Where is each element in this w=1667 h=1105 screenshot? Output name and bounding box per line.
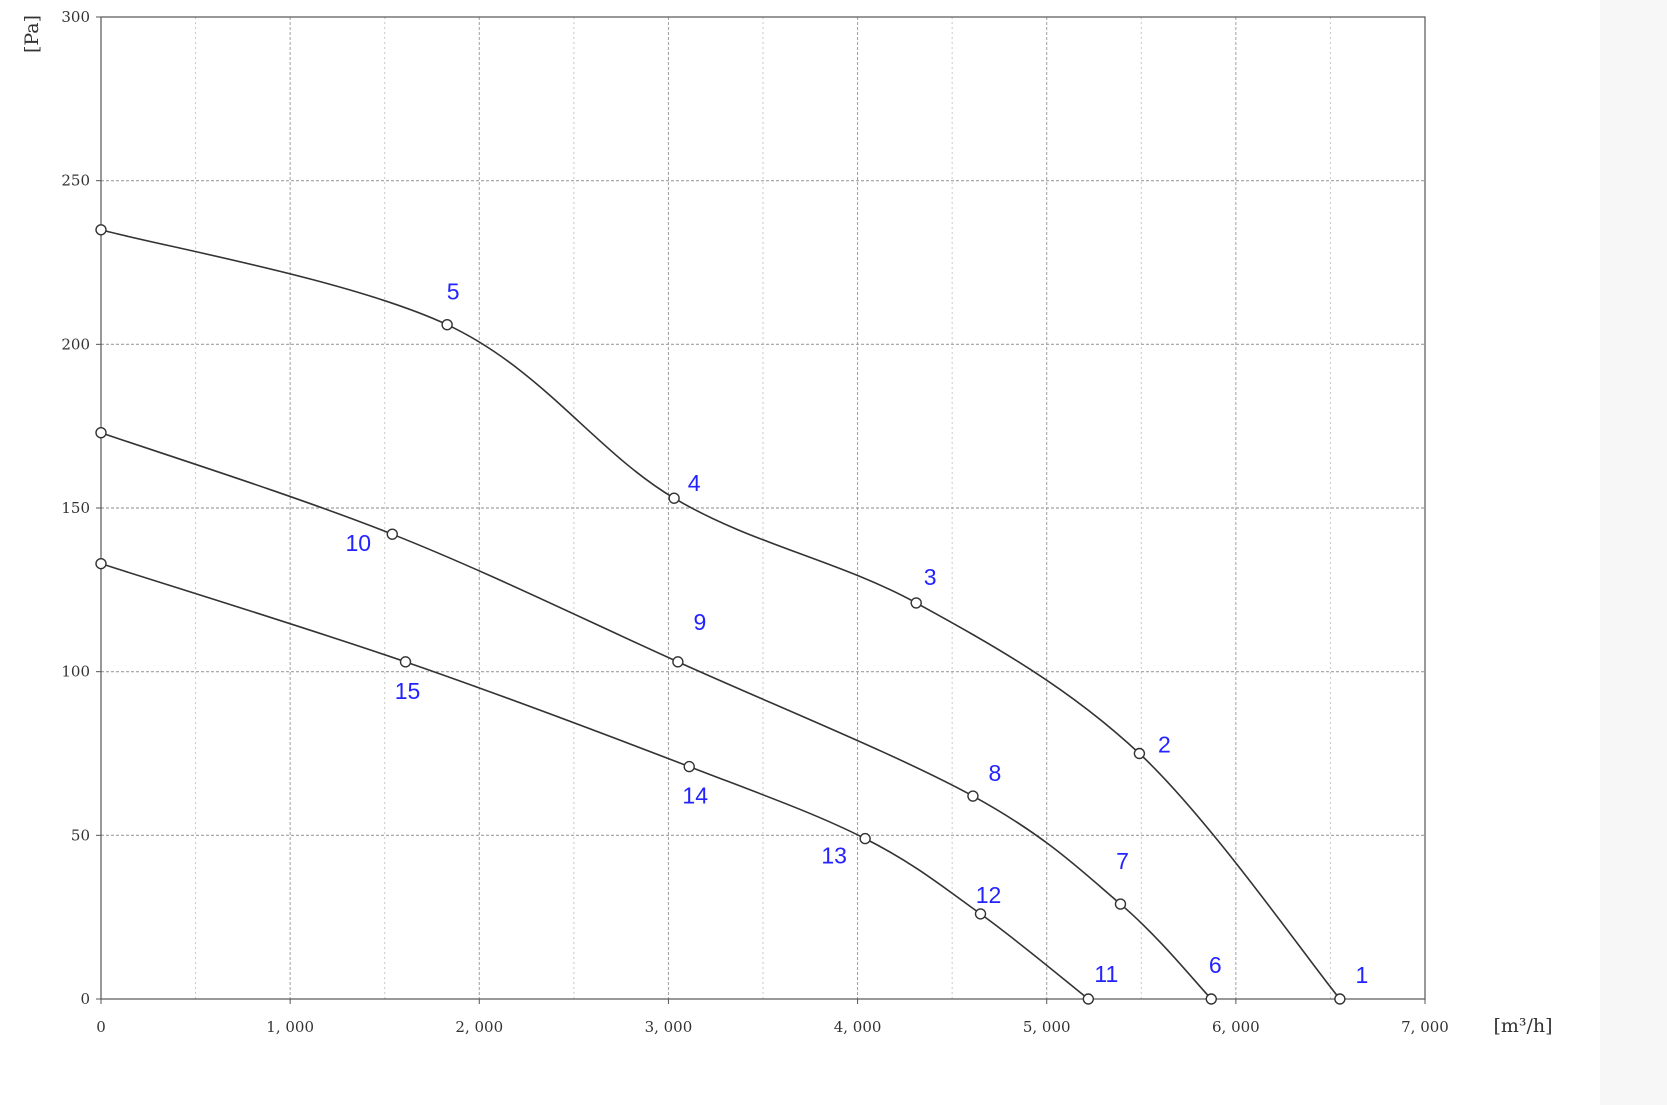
side-panel [1600,0,1667,1105]
x-axis-ticks: 0 1, 000 2, 000 3, 000 4, 000 5, 000 6, 000 7, … [96,999,1449,1036]
point-label-10: 10 [345,530,371,556]
point-label-4: 4 [688,470,701,496]
y-tick-label: 100 [61,663,90,681]
point-label-12: 12 [976,882,1002,908]
data-point-marker [1082,993,1095,1005]
x-tick-label: 3, 000 [645,1018,693,1036]
x-tick-label: 1, 000 [266,1018,314,1036]
data-point-marker [967,790,979,802]
point-label-1: 1 [1355,962,1368,988]
data-point-marker [859,832,871,845]
point-label-13: 13 [821,843,847,869]
point-label-15: 15 [395,678,421,704]
data-point-marker [910,597,922,609]
point-label-14: 14 [682,783,708,809]
y-tick-label: 50 [71,826,90,844]
y-tick-label: 0 [80,990,90,1008]
data-point-marker [672,656,684,668]
data-point-marker [668,492,680,504]
point-label-5: 5 [447,279,460,305]
point-label-9: 9 [693,609,706,635]
point-label-6: 6 [1209,952,1222,978]
y-tick-label: 200 [61,335,90,353]
point-label-11: 11 [1094,961,1118,987]
y-axis-ticks: 0 50 100 150 200 250 300 [61,8,101,1008]
x-tick-label: 4, 000 [834,1018,882,1036]
data-point-marker [1334,993,1346,1005]
curve-line-1 [100,228,1341,1000]
x-tick-label: 7, 000 [1401,1018,1449,1036]
data-point-marker [95,224,107,236]
x-tick-label: 6, 000 [1212,1018,1260,1036]
point-labels: 5 4 3 2 1 10 9 8 7 6 15 14 13 12 11 [345,279,1368,988]
markers [95,224,1346,1005]
x-tick-label: 0 [96,1018,106,1036]
data-point-marker [683,760,695,773]
data-point-marker [386,528,398,540]
data-point-marker [441,318,453,331]
data-point-marker [95,427,107,439]
y-tick-label: 300 [61,8,90,26]
point-label-8: 8 [989,760,1002,786]
y-tick-label: 150 [61,499,90,517]
curves [100,228,1341,1000]
data-point-marker [399,656,412,668]
data-point-marker [95,557,107,570]
y-tick-label: 250 [61,172,90,190]
data-point-marker [1133,747,1146,760]
x-axis-unit: [m³/h] [1493,1015,1552,1037]
x-tick-label: 2, 000 [455,1018,503,1036]
grid [101,17,1425,999]
data-point-marker [974,908,987,920]
point-label-2: 2 [1158,732,1171,758]
point-label-7: 7 [1116,848,1129,874]
y-axis-unit: [Pa] [21,15,43,53]
curve-line-3 [100,562,1089,1000]
data-point-marker [1205,993,1217,1005]
curve-line-2 [100,431,1212,1000]
point-label-3: 3 [924,564,937,590]
x-tick-label: 5, 000 [1023,1018,1071,1036]
data-point-marker [1114,898,1127,910]
